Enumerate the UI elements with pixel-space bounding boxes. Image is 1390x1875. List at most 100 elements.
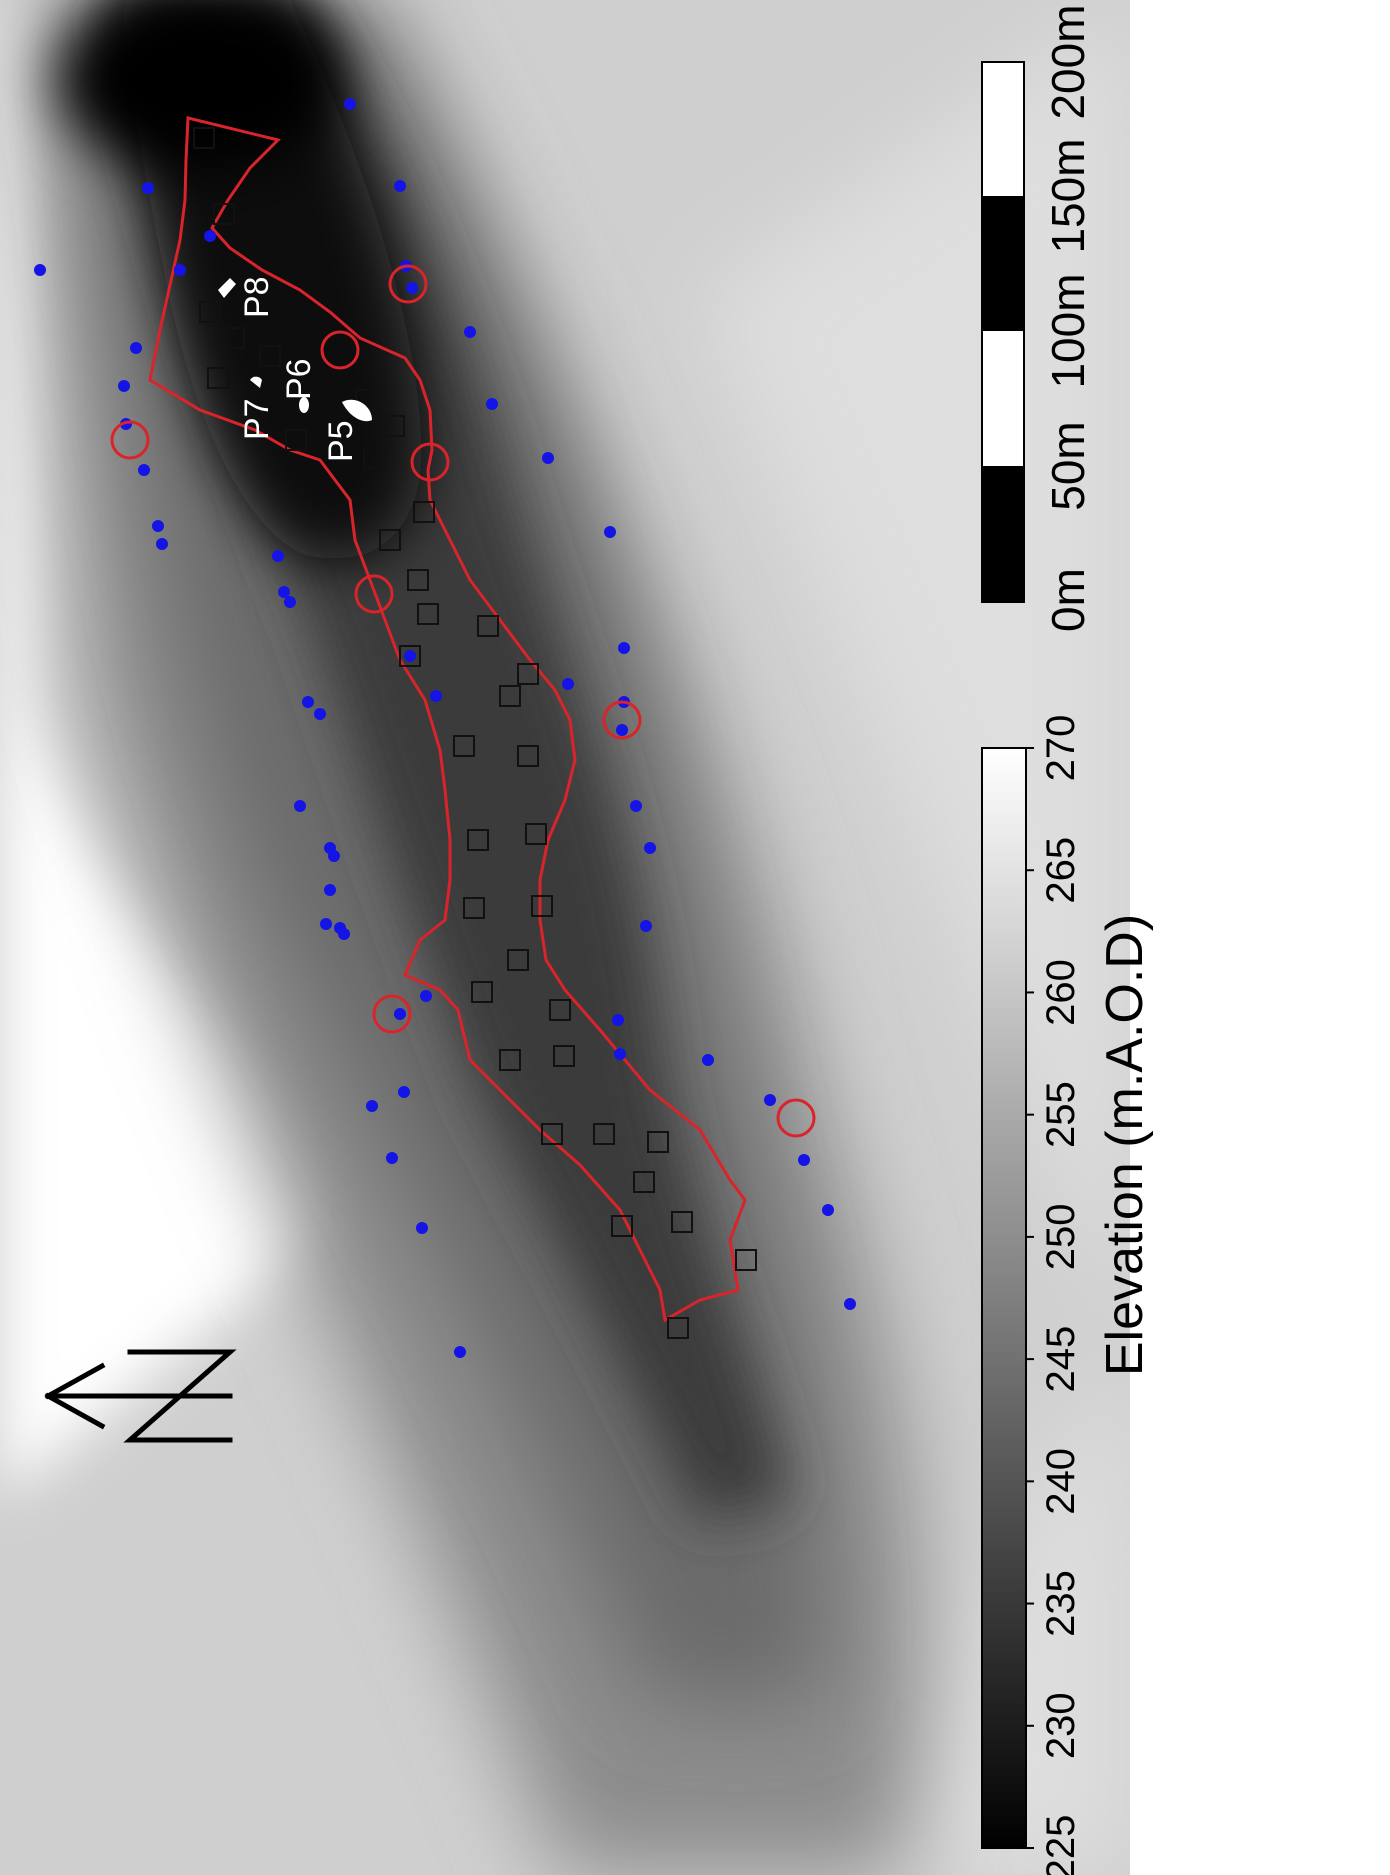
blue-sample-dot	[630, 800, 642, 812]
red-circle-marker	[320, 330, 360, 370]
survey-square	[667, 1317, 689, 1339]
blue-sample-dot	[702, 1054, 714, 1066]
red-circle-marker	[776, 1098, 816, 1138]
point-label-p5: P5	[322, 420, 360, 462]
survey-square	[413, 501, 435, 523]
survey-square	[453, 735, 475, 757]
blue-sample-dot	[616, 724, 628, 736]
survey-square	[207, 367, 229, 389]
scale-bar: 0m 50m 100m 150m 200m	[981, 4, 1094, 632]
scale-seg-0-50	[982, 466, 1024, 602]
blue-sample-dot	[394, 180, 406, 192]
blue-sample-dot	[454, 1346, 466, 1358]
survey-square	[517, 663, 539, 685]
survey-square	[193, 127, 215, 149]
elevation-tick-label: 260	[1039, 959, 1083, 1026]
blue-sample-dot	[618, 642, 630, 654]
point-p5-marker	[342, 399, 372, 422]
blue-sample-dot	[278, 586, 290, 598]
point-p8-marker	[218, 278, 236, 298]
survey-square	[541, 1123, 563, 1145]
blue-sample-dots	[34, 98, 856, 1358]
point-label-p7: P7	[238, 398, 276, 440]
blue-sample-dot	[320, 918, 332, 930]
scale-label-100m: 100m	[1042, 273, 1094, 388]
blue-sample-dot	[604, 526, 616, 538]
survey-square	[531, 895, 553, 917]
elevation-colorbar	[981, 747, 1027, 1849]
point-p6-marker	[299, 397, 309, 413]
blue-sample-dot	[156, 538, 168, 550]
blue-sample-dot	[612, 1014, 624, 1026]
blue-sample-dot	[822, 1204, 834, 1216]
blue-sample-dot	[640, 920, 652, 932]
point-p7-marker	[250, 376, 262, 388]
elevation-ticks: 225 230 235 240 245 250 255 260 265 270	[1026, 715, 1083, 1875]
red-circle-marker	[388, 264, 428, 304]
survey-square	[213, 203, 235, 225]
survey-square	[593, 1123, 615, 1145]
red-circle-marker	[602, 700, 642, 740]
scale-label-200m: 200m	[1042, 4, 1094, 119]
survey-square	[285, 429, 307, 451]
blue-sample-dot	[386, 1152, 398, 1164]
red-circle-marker	[110, 420, 150, 460]
blue-sample-dot	[542, 452, 554, 464]
blue-sample-dot	[174, 264, 186, 276]
blue-sample-dot	[764, 1094, 776, 1106]
point-markers: P8 P7 P6 P5	[218, 276, 372, 462]
survey-square	[525, 823, 547, 845]
blue-sample-dot	[366, 1100, 378, 1112]
point-label-p8: P8	[238, 276, 276, 318]
scale-label-0m: 0m	[1042, 568, 1094, 632]
survey-square	[407, 569, 429, 591]
survey-square	[383, 415, 405, 437]
elevation-legend-title: Elevation (m.A.O.D)	[1096, 914, 1154, 1376]
survey-square	[399, 645, 421, 667]
red-circle-marker	[410, 442, 450, 482]
blue-sample-dot	[394, 1008, 406, 1020]
elevation-tick-label: 270	[1039, 715, 1083, 782]
blue-sample-dot	[152, 520, 164, 532]
survey-square	[379, 529, 401, 551]
blue-sample-dot	[130, 342, 142, 354]
survey-square	[259, 345, 281, 367]
survey-square	[471, 981, 493, 1003]
elevation-legend: 225 230 235 240 245 250 255 260 265 270 Elevation…	[981, 715, 1154, 1875]
blue-sample-dot	[420, 990, 432, 1002]
elevation-tick-label: 265	[1039, 837, 1083, 904]
red-circle-marker	[354, 574, 394, 614]
blue-sample-dot	[614, 1048, 626, 1060]
blue-sample-dot	[118, 380, 130, 392]
blue-sample-dot	[294, 800, 306, 812]
survey-square	[199, 301, 221, 323]
study-area-boundary	[148, 116, 747, 1323]
blue-sample-dot	[324, 884, 336, 896]
blue-sample-dot	[562, 678, 574, 690]
blue-sample-dot	[138, 464, 150, 476]
survey-square	[477, 615, 499, 637]
survey-square	[611, 1215, 633, 1237]
blue-sample-dot	[404, 650, 416, 662]
survey-square	[549, 999, 571, 1021]
elevation-tick-label: 240	[1039, 1448, 1083, 1515]
survey-square	[647, 1131, 669, 1153]
elevation-tick-label: 255	[1039, 1081, 1083, 1148]
blue-sample-dot	[314, 708, 326, 720]
elevation-tick-label: 235	[1039, 1570, 1083, 1637]
blue-sample-dot	[464, 326, 476, 338]
survey-square	[517, 745, 539, 767]
blue-sample-dot	[398, 1086, 410, 1098]
elevation-tick-label: 250	[1039, 1204, 1083, 1271]
survey-square	[671, 1211, 693, 1233]
blue-sample-dot	[416, 1222, 428, 1234]
survey-squares	[193, 127, 757, 1339]
blue-sample-dot	[644, 842, 656, 854]
survey-square	[553, 1045, 575, 1067]
elevation-tick-label: 245	[1039, 1326, 1083, 1393]
survey-square	[417, 603, 439, 625]
survey-square	[467, 829, 489, 851]
blue-sample-dot	[344, 98, 356, 110]
elevation-tick-label: 230	[1039, 1692, 1083, 1759]
